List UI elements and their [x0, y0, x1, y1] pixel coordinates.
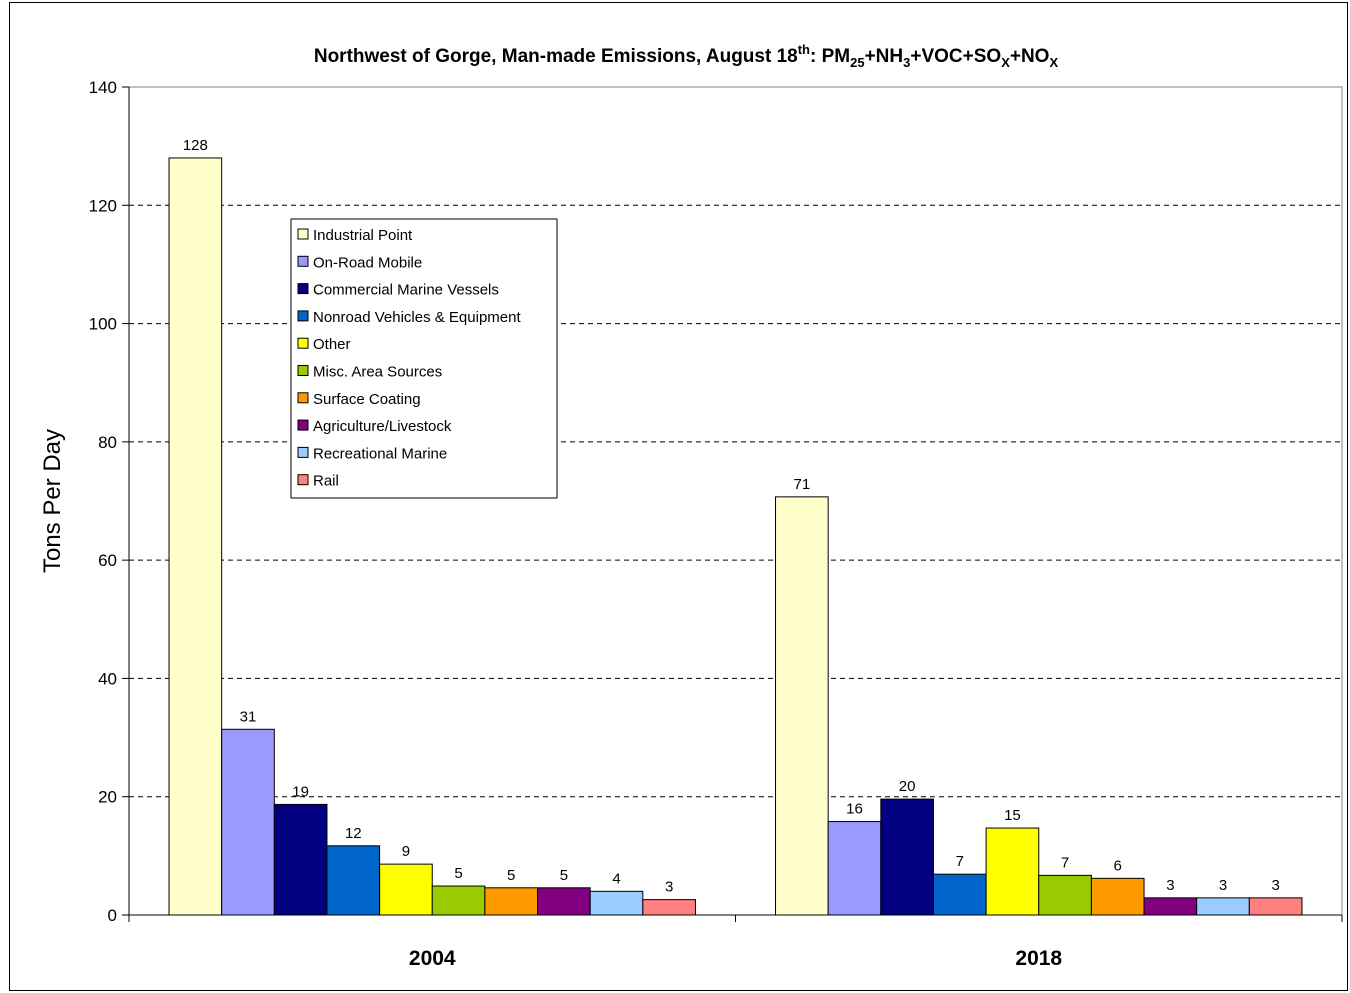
legend-swatch [297, 365, 309, 376]
bar [985, 827, 1040, 916]
y-tick-label: 60 [98, 551, 117, 570]
data-label: 71 [794, 476, 811, 493]
data-label: 3 [1219, 877, 1227, 894]
data-label: 20 [899, 778, 916, 795]
data-label: 6 [1114, 857, 1122, 874]
legend: Industrial Point On-Road Mobile Commercial… [290, 218, 558, 499]
data-label: 19 [292, 783, 309, 800]
data-label: 9 [402, 843, 410, 860]
data-label: 3 [1271, 877, 1279, 894]
legend-label: Commercial Marine Vessels [313, 282, 499, 299]
y-tick-label: 80 [98, 433, 117, 452]
legend-label: Misc. Area Sources [313, 364, 442, 381]
legend-label: Surface Coating [313, 391, 421, 408]
data-label: 5 [454, 865, 462, 882]
bar [1090, 877, 1145, 916]
bar [932, 873, 987, 916]
bar [1143, 897, 1198, 916]
chart-title: Northwest of Gorge, Man-made Emissions, … [314, 42, 1059, 70]
data-label: 4 [612, 870, 620, 887]
data-label: 3 [1166, 877, 1174, 894]
bar [589, 890, 644, 916]
data-label: 128 [183, 137, 208, 154]
bar [537, 887, 591, 916]
data-label: 15 [1004, 807, 1021, 824]
legend-swatch [297, 474, 309, 486]
legend-label: Other [313, 336, 351, 353]
y-tick-label: 100 [89, 315, 117, 334]
x-category-label: 2004 [409, 947, 456, 970]
legend-label: On-Road Mobile [313, 254, 422, 271]
bar [1038, 874, 1092, 916]
legend-swatch [297, 446, 309, 458]
bar [642, 899, 696, 916]
bar [168, 157, 223, 916]
data-label: 7 [1061, 854, 1069, 871]
y-axis-label: Tons Per Day [39, 429, 66, 573]
data-label: 31 [240, 708, 257, 725]
legend-swatch [297, 419, 309, 431]
bar [379, 863, 433, 916]
legend-swatch [297, 228, 309, 240]
bar [484, 887, 539, 916]
data-label: 7 [956, 853, 964, 870]
y-tick-label: 20 [98, 788, 117, 807]
data-label: 16 [846, 801, 863, 818]
bar [273, 803, 328, 916]
gridlines [128, 86, 1343, 916]
legend-label: Rail [313, 473, 339, 490]
axes: 0 20 40 60 80 100 120 140 2004 2018 [89, 78, 1343, 970]
bar [1196, 897, 1250, 916]
plot-area [128, 86, 1343, 916]
bar [827, 821, 882, 916]
legend-label: Agriculture/Livestock [313, 418, 452, 435]
data-label: 5 [507, 867, 515, 884]
bar [880, 798, 934, 916]
legend-swatch [297, 337, 309, 349]
bar [326, 845, 381, 916]
bar [775, 496, 829, 916]
bars [168, 157, 1303, 916]
legend-swatch [297, 255, 309, 267]
bar [431, 885, 486, 916]
legend-box [290, 218, 558, 499]
data-label: 5 [560, 867, 568, 884]
legend-swatch [297, 392, 309, 404]
bar [1248, 897, 1303, 916]
y-tick-label: 40 [98, 669, 117, 688]
data-label: 3 [665, 879, 673, 896]
y-tick-label: 0 [108, 906, 117, 925]
legend-label: Nonroad Vehicles & Equipment [313, 309, 521, 326]
legend-label: Recreational Marine [313, 445, 447, 462]
y-tick-label: 120 [89, 196, 117, 215]
bar [221, 728, 275, 916]
legend-swatch [297, 310, 309, 322]
x-category-label: 2018 [1015, 947, 1062, 970]
legend-swatch [297, 283, 309, 295]
data-labels: 128 31 19 12 9 5 5 5 4 3 71 16 20 7 15 7 6 3 3 3 [183, 137, 1280, 896]
y-tick-label: 140 [89, 78, 117, 97]
data-label: 12 [345, 825, 362, 842]
legend-label: Industrial Point [313, 227, 413, 244]
